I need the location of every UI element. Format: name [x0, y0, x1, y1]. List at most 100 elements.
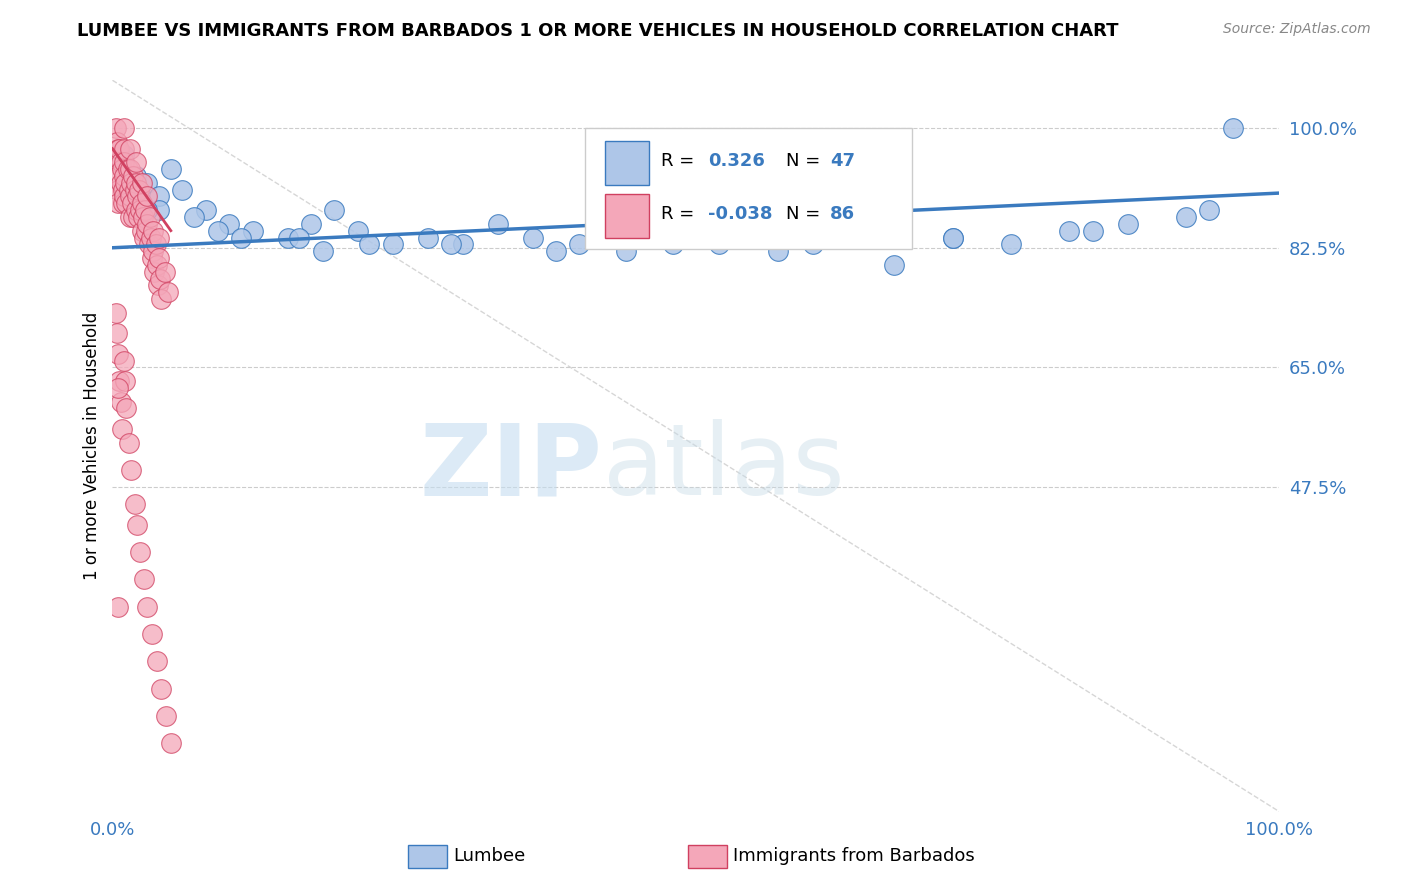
Point [129, 545, 152, 559]
Point [207, 224, 229, 238]
Text: -0.038: -0.038 [707, 205, 772, 223]
Point [115, 401, 138, 416]
Text: ZIP: ZIP [420, 419, 603, 516]
Point [125, 155, 148, 169]
Text: LUMBEE VS IMMIGRANTS FROM BARBADOS 1 OR MORE VEHICLES IN HOUSEHOLD CORRELATION C: LUMBEE VS IMMIGRANTS FROM BARBADOS 1 OR … [77, 22, 1119, 40]
Point [105, 135, 128, 149]
Point [138, 237, 160, 252]
Point [143, 265, 166, 279]
Point [160, 162, 183, 177]
Point [112, 169, 135, 183]
Text: atlas: atlas [603, 419, 844, 516]
Point [132, 210, 155, 224]
Point [136, 599, 159, 614]
Point [118, 183, 141, 197]
Point [118, 189, 141, 203]
Point [381, 237, 404, 252]
Point [124, 497, 146, 511]
Point [125, 203, 148, 218]
Point [128, 183, 150, 197]
Point [139, 230, 162, 244]
Text: Immigrants from Barbados: Immigrants from Barbados [734, 847, 976, 865]
Point [145, 237, 167, 252]
Point [141, 251, 163, 265]
Point [299, 217, 322, 231]
Point [346, 224, 368, 238]
Point [486, 217, 509, 231]
Text: Lumbee: Lumbee [453, 847, 526, 865]
Text: N =: N = [786, 153, 820, 170]
Point [110, 155, 132, 169]
Point [288, 230, 311, 244]
Point [122, 169, 145, 183]
FancyBboxPatch shape [688, 845, 727, 868]
Text: 0.326: 0.326 [707, 153, 765, 170]
Point [153, 265, 176, 279]
Point [614, 244, 637, 259]
Point [117, 162, 139, 177]
Point [1059, 224, 1081, 238]
Point [150, 681, 173, 696]
Point [111, 183, 134, 197]
Point [134, 203, 156, 218]
Point [122, 210, 145, 224]
Point [150, 292, 173, 306]
Point [104, 121, 127, 136]
Point [148, 189, 170, 203]
Point [125, 517, 148, 532]
Point [129, 203, 152, 218]
Point [132, 230, 155, 244]
Point [1175, 210, 1198, 224]
Point [146, 278, 169, 293]
FancyBboxPatch shape [408, 845, 447, 868]
Point [416, 230, 439, 244]
Point [148, 230, 170, 244]
Point [194, 203, 217, 218]
Point [568, 237, 591, 252]
Point [1000, 237, 1022, 252]
Point [522, 230, 544, 244]
Text: R =: R = [661, 205, 695, 223]
Point [107, 169, 129, 183]
Point [148, 203, 170, 218]
Point [107, 347, 129, 361]
Point [120, 176, 142, 190]
Point [107, 381, 129, 395]
Point [146, 654, 169, 668]
Point [172, 183, 194, 197]
Point [118, 162, 141, 177]
Point [104, 306, 127, 320]
Point [276, 230, 298, 244]
Text: N =: N = [786, 205, 820, 223]
Point [125, 189, 148, 203]
FancyBboxPatch shape [605, 194, 650, 238]
Point [114, 374, 136, 388]
Point [118, 435, 141, 450]
Point [136, 217, 159, 231]
Point [127, 210, 149, 224]
Point [218, 217, 240, 231]
Point [142, 224, 165, 238]
Point [112, 155, 135, 169]
Point [112, 353, 135, 368]
Point [125, 169, 148, 183]
Point [942, 230, 965, 244]
Point [139, 210, 162, 224]
FancyBboxPatch shape [605, 141, 650, 186]
Point [311, 244, 333, 259]
Point [107, 155, 129, 169]
Point [160, 736, 183, 750]
Point [112, 189, 135, 203]
Point [132, 572, 155, 586]
Point [120, 463, 142, 477]
Point [661, 230, 683, 244]
Point [136, 203, 159, 218]
Point [118, 210, 141, 224]
Point [440, 237, 463, 252]
Point [661, 237, 683, 252]
Point [115, 196, 138, 211]
Point [118, 142, 141, 156]
Point [1198, 203, 1220, 218]
Point [114, 176, 136, 190]
Point [108, 374, 131, 388]
